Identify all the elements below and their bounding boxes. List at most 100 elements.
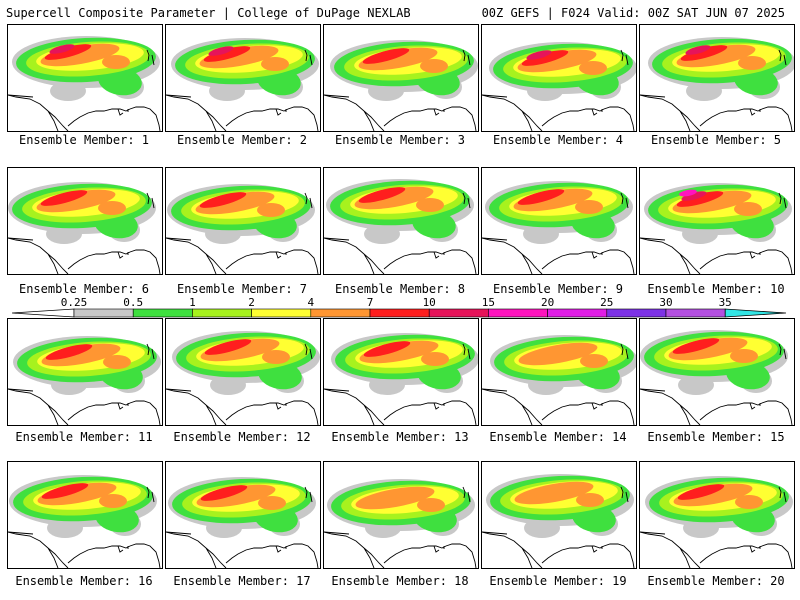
border-line [324, 531, 350, 535]
legend-label: 25 [600, 297, 613, 309]
legend-label: 7 [367, 297, 374, 309]
border-line [8, 531, 34, 535]
ensemble-panel[interactable] [481, 318, 637, 426]
scp-contour-0.25 [47, 518, 83, 538]
scp-contour-4 [358, 47, 438, 71]
legend-label: 4 [307, 297, 314, 309]
member-caption: Ensemble Member: 13 [331, 430, 469, 444]
scp-contour-0.25 [50, 81, 86, 101]
lake-outline [620, 192, 629, 209]
scp-contour-4 [359, 340, 439, 364]
border-line [324, 388, 350, 392]
scp-contour-7 [41, 483, 89, 499]
coastline [482, 388, 635, 425]
ensemble-panel[interactable] [165, 461, 321, 569]
scp-contour-7 [672, 338, 720, 354]
legend-swatch [488, 308, 548, 318]
scp-contour-4 [102, 55, 130, 69]
coastline [166, 531, 319, 568]
lake-outline [778, 343, 787, 360]
member-caption: Ensemble Member: 10 [647, 282, 785, 296]
ensemble-panel[interactable] [639, 318, 795, 426]
ensemble-panel[interactable] [481, 461, 637, 569]
ensemble-panel[interactable] [639, 461, 795, 569]
ensemble-panel[interactable] [165, 167, 321, 275]
scp-map [640, 37, 794, 131]
legend-swatch [73, 308, 134, 318]
scp-contour-0.25 [686, 81, 722, 101]
scp-map [324, 333, 478, 425]
ensemble-panel[interactable] [481, 167, 637, 275]
scp-contour-0.25 [369, 375, 405, 395]
scp-map [324, 479, 477, 568]
coastline [166, 388, 319, 425]
coastline [640, 531, 793, 568]
scp-contour-4 [420, 59, 448, 73]
lake-outline [462, 343, 471, 360]
ensemble-panel[interactable] [165, 24, 321, 132]
scp-contour-7 [363, 341, 411, 357]
lake-outline [778, 49, 787, 66]
lake-outline [304, 192, 313, 209]
scp-contour-7 [680, 45, 728, 61]
ensemble-panel[interactable] [7, 461, 163, 569]
ensemble-panel[interactable] [323, 24, 479, 132]
coastline [324, 237, 477, 274]
member-caption: Ensemble Member: 5 [650, 133, 782, 147]
color-scale-legend: 0.25 0.5 1 2 4 7 10 15 20 25 30 35 [12, 297, 788, 321]
scp-contour-4 [580, 354, 608, 368]
scp-contour-10 [681, 191, 707, 201]
scp-contour-4 [199, 45, 279, 69]
legend-arrow-right [724, 308, 787, 318]
scp-map [324, 179, 477, 274]
scp-contour-4 [738, 56, 766, 70]
ensemble-panel[interactable] [323, 318, 479, 426]
member-caption: Ensemble Member: 9 [492, 282, 624, 296]
scp-contour-0.5 [726, 360, 770, 390]
legend-swatch [251, 308, 312, 318]
ensemble-panel[interactable] [7, 167, 163, 275]
scp-contour-4 [730, 349, 758, 363]
legend-swatch [606, 308, 667, 318]
scp-contour-0.25 [523, 224, 559, 244]
coastline [8, 388, 161, 425]
scp-contour-4 [354, 186, 434, 210]
ensemble-panel[interactable] [639, 24, 795, 132]
ensemble-panel[interactable] [7, 318, 163, 426]
scp-contour-7 [358, 187, 406, 203]
member-caption: Ensemble Member: 12 [173, 430, 311, 444]
scp-contour-4 [355, 486, 435, 510]
scp-contour-4 [513, 188, 593, 212]
scp-contour-7 [200, 485, 248, 501]
scp-contour-4 [735, 495, 763, 509]
ensemble-panel[interactable] [323, 167, 479, 275]
scp-contour-4 [518, 342, 598, 366]
legend-arrow-left [12, 308, 75, 318]
member-caption: Ensemble Member: 20 [647, 574, 785, 588]
scp-contour-0.25 [678, 375, 714, 395]
legend-label: 15 [482, 297, 495, 309]
coastline [8, 94, 161, 131]
ensemble-panel[interactable] [639, 167, 795, 275]
ensemble-panel[interactable] [323, 461, 479, 569]
scp-contour-4 [262, 350, 290, 364]
coastline [324, 388, 477, 425]
scp-contour-0.5 [412, 209, 456, 239]
coastline [482, 94, 635, 131]
coastline [324, 531, 477, 568]
ensemble-panel[interactable] [165, 318, 321, 426]
run-valid-time: 00Z GEFS | F024 Valid: 00Z SAT JUN 07 20… [481, 6, 785, 20]
ensemble-panel[interactable] [7, 24, 163, 132]
ensemble-panel[interactable] [481, 24, 637, 132]
border-line [482, 94, 508, 98]
border-line [482, 237, 508, 241]
scp-map [8, 36, 161, 131]
lake-outline [778, 486, 787, 503]
scp-map [640, 330, 793, 425]
scp-contour-4 [421, 352, 449, 366]
legend-label: 0.5 [123, 297, 143, 309]
lake-outline [620, 49, 629, 66]
border-line [166, 531, 192, 535]
scp-map [482, 181, 635, 274]
lake-outline [146, 343, 155, 360]
